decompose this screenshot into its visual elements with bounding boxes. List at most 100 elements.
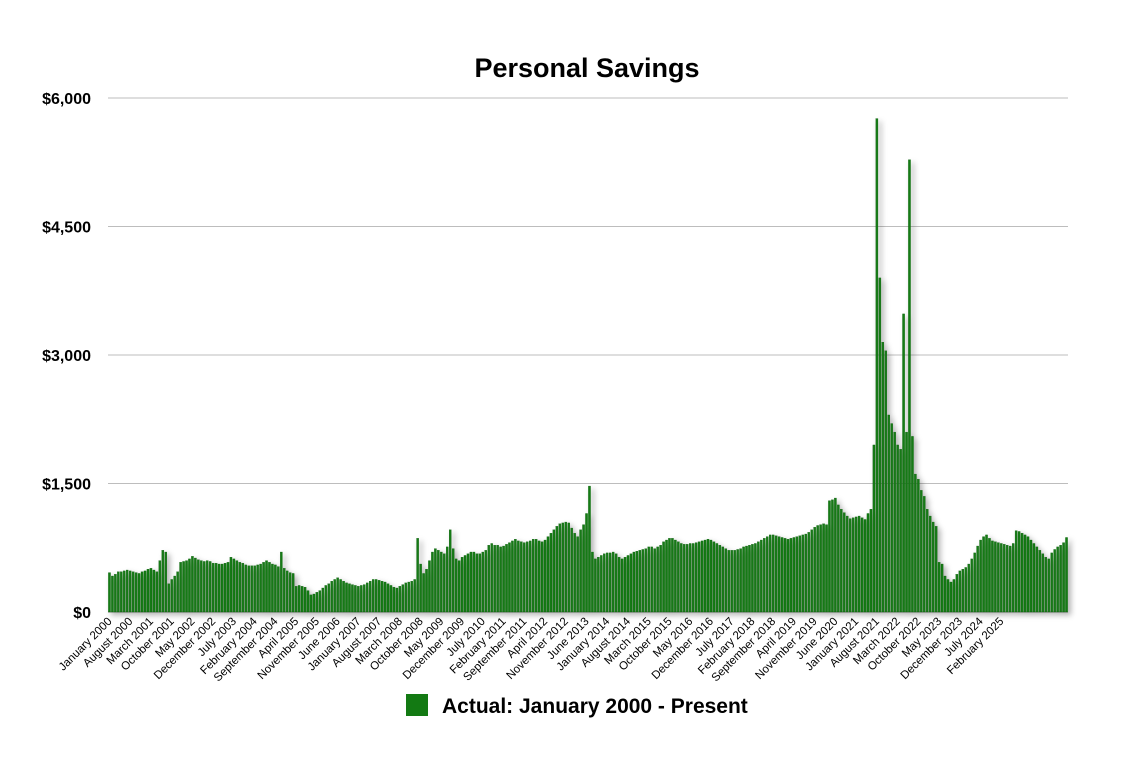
bar [143,570,147,613]
bar [431,551,434,613]
bar [804,533,807,613]
bar [469,551,473,613]
bar [700,540,704,613]
bar [300,586,304,613]
bar [899,449,902,613]
bar [949,581,953,613]
bar [220,563,224,613]
bar [131,571,135,613]
bar [377,580,381,613]
bar [463,555,467,613]
bar [348,583,351,613]
bar [677,541,680,613]
bar [591,551,594,613]
bar [552,529,556,613]
bar [650,546,653,613]
bar [407,581,410,613]
bar [555,526,559,613]
bar [831,499,834,613]
bar [457,560,461,613]
bar [905,431,908,613]
bars [108,118,1068,613]
bar [1014,530,1018,613]
bar [697,541,701,613]
bar [603,553,606,613]
bar [786,539,790,613]
bar [810,529,813,613]
bar [931,521,935,613]
bar [401,584,405,613]
bar [638,550,642,613]
bar [757,541,760,613]
bar [419,563,422,613]
bar [774,535,778,613]
bar [520,541,523,613]
bar [866,513,870,613]
bar [837,504,840,613]
bar [985,534,988,613]
bar [211,563,215,613]
bar [614,553,618,613]
bar [289,572,292,613]
bar [413,579,416,613]
bar [140,571,144,613]
bar [893,431,896,613]
bar [600,555,603,613]
bar [890,423,893,613]
bar [369,581,372,613]
bar [1026,536,1030,613]
bar [937,562,941,613]
bar [997,542,1000,613]
bar [179,562,182,613]
bar [229,557,233,613]
bar [929,515,932,613]
bar [872,444,876,613]
bar [780,537,784,613]
bar [635,551,639,613]
bar [517,540,520,613]
y-tick-label: $6,000 [42,91,91,108]
bar [846,515,849,613]
bar [363,584,366,613]
bar [496,545,499,613]
bar [662,541,665,613]
bar [896,444,899,613]
bar [807,532,810,613]
bar [460,557,464,613]
bar [902,313,905,613]
bar [1023,534,1027,613]
bar [241,563,245,613]
bar [209,561,212,613]
bar [511,540,514,613]
bar [680,543,683,613]
bar [881,341,885,613]
bar [271,563,274,613]
bar [1000,543,1003,613]
bar [611,551,615,613]
bar [766,536,769,613]
bar [745,545,748,613]
bar [1056,546,1059,613]
bar [312,593,316,613]
bar [185,560,188,613]
bar [926,509,929,613]
bar [357,586,360,613]
bar [1050,552,1053,613]
bar [529,540,532,613]
bar [573,533,576,613]
bar [653,548,656,613]
bar [523,542,526,613]
bar [374,579,378,613]
bar [760,539,763,613]
bar [801,534,805,613]
bar [1009,545,1012,613]
bar [851,517,855,613]
bar [386,583,390,613]
bar [434,548,437,613]
bar [751,544,754,613]
bar [443,553,446,613]
bar [1062,542,1065,613]
bar [223,563,227,613]
bar [813,527,816,613]
